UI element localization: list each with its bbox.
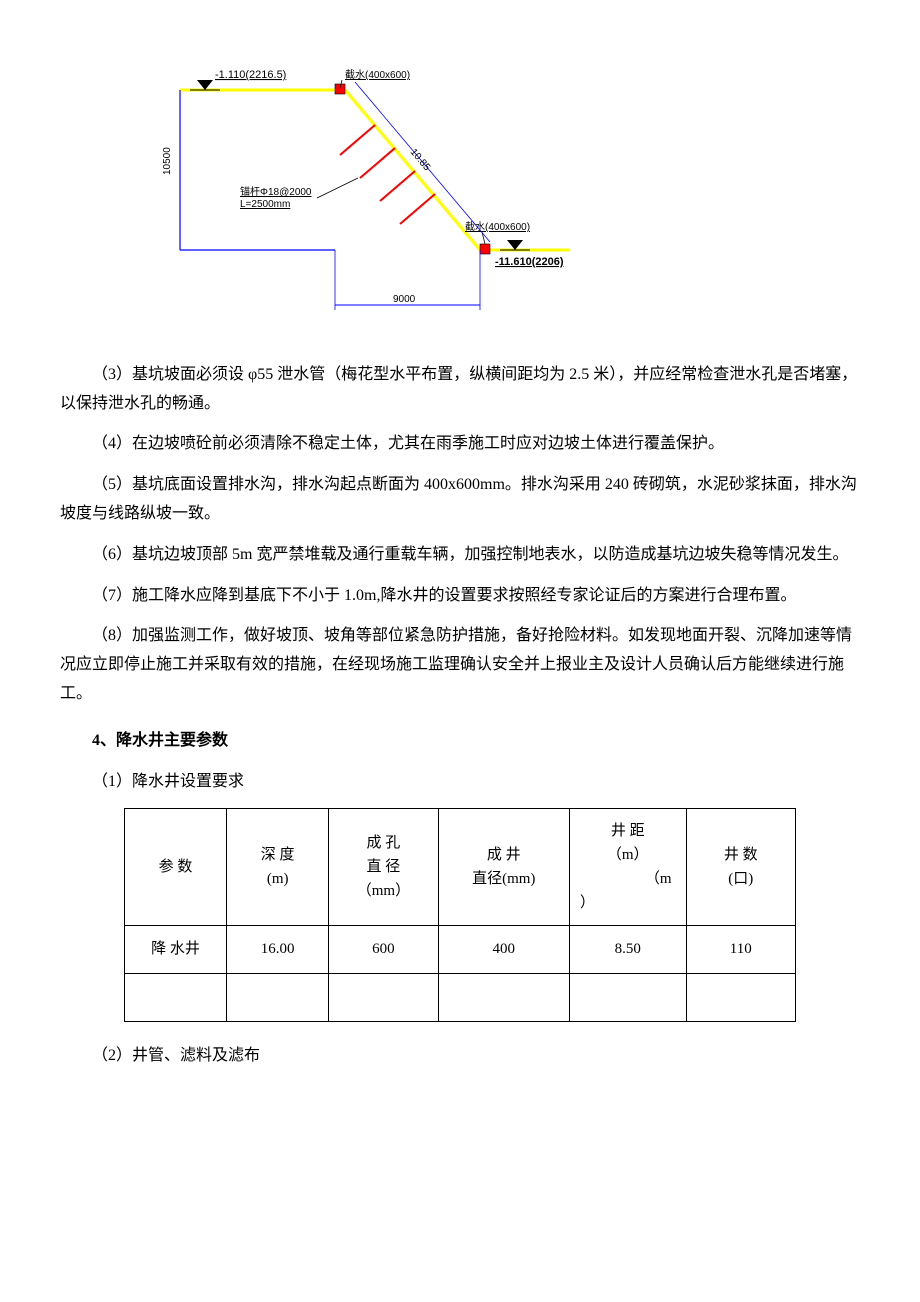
table-header-row: 参 数 深 度 (m) 成 孔 直 径 （mm） 成 井 直径(mm) 井 距 …	[125, 809, 796, 926]
th-well-dia: 成 井 直径(mm)	[438, 809, 569, 926]
paragraph-6: （6）基坑边坡顶部 5m 宽严禁堆载及通行重载车辆，加强控制地表水，以防造成基坑…	[60, 541, 860, 570]
paragraph-4: （4）在边坡喷砼前必须清除不稳定土体，尤其在雨季施工时应对边坡土体进行覆盖保护。	[60, 430, 860, 459]
cell-count: 110	[686, 926, 795, 974]
paragraph-7: （7）施工降水应降到基底下不小于 1.0m,降水井的设置要求按照经专家论证后的方…	[60, 582, 860, 611]
cell-well: 400	[438, 926, 569, 974]
bot-ditch-text: 截水(400x600)	[465, 220, 530, 233]
th-param: 参 数	[125, 809, 227, 926]
bot-elev-text: -11.610(2206)	[495, 256, 564, 268]
paragraph-3: （3）基坑坡面必须设 φ55 泄水管（梅花型水平布置，纵横间距均为 2.5 米）…	[60, 361, 860, 419]
th-spacing: 井 距 （m） （m ）	[569, 809, 686, 926]
sub-2: （2）井管、滤料及滤布	[60, 1042, 860, 1071]
top-elev-text: -1.110(2216.5)	[215, 69, 286, 81]
top-ditch-text: 截水(400x600)	[345, 68, 410, 81]
paragraph-5: （5）基坑底面设置排水沟，排水沟起点断面为 400x600mm。排水沟采用 24…	[60, 471, 860, 529]
th-hole-dia: 成 孔 直 径 （mm）	[329, 809, 438, 926]
th-depth: 深 度 (m)	[227, 809, 329, 926]
bot-dim: 9000	[393, 294, 416, 305]
table-empty-row	[125, 974, 796, 1022]
cell-depth: 16.00	[227, 926, 329, 974]
sub-1: （1）降水井设置要求	[60, 768, 860, 797]
cell-spacing: 8.50	[569, 926, 686, 974]
th-count: 井 数 (口)	[686, 809, 795, 926]
paragraph-8: （8）加强监测工作，做好坡顶、坡角等部位紧急防护措施，备好抢险材料。如发现地面开…	[60, 622, 860, 708]
left-dim: 10500	[162, 147, 173, 175]
section-4-title: 4、降水井主要参数	[60, 727, 860, 756]
cell-hole: 600	[329, 926, 438, 974]
slope-diagram: -1.110(2216.5) 截水(400x600) 截水(400x600) -…	[120, 60, 860, 331]
anchor-len: L=2500mm	[240, 199, 290, 210]
table-row: 降 水井 16.00 600 400 8.50 110	[125, 926, 796, 974]
cell-name: 降 水井	[125, 926, 227, 974]
dewatering-well-table: 参 数 深 度 (m) 成 孔 直 径 （mm） 成 井 直径(mm) 井 距 …	[124, 808, 796, 1022]
anchor-label: 锚杆Φ18@2000	[240, 186, 312, 198]
